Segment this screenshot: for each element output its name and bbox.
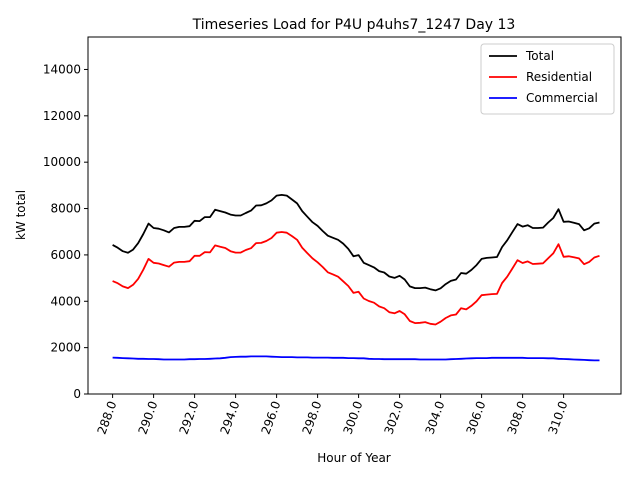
series-line-commercial xyxy=(112,355,600,362)
x-axis-label: Hour of Year xyxy=(317,451,391,465)
y-axis: 0 2000 4000 6000 8000 10000 12000 14000 xyxy=(43,62,88,401)
y-tick-label: 4000 xyxy=(50,294,81,308)
plot-lines xyxy=(112,193,600,362)
y-tick-label: 6000 xyxy=(50,248,81,262)
legend: Total Residential Commercial xyxy=(480,43,615,115)
legend-label-commercial: Commercial xyxy=(526,91,598,105)
legend-box xyxy=(480,43,615,115)
y-tick-label: 0 xyxy=(73,387,81,401)
plot-frame xyxy=(87,36,622,395)
y-tick-label: 8000 xyxy=(50,202,81,216)
chart-title: Timeseries Load for P4U p4uhs7_1247 Day … xyxy=(192,17,516,33)
y-tick-label: 2000 xyxy=(50,341,81,355)
y-axis-label: kW total xyxy=(14,190,28,240)
y-tick-label: 12000 xyxy=(43,109,81,123)
y-tick-label: 10000 xyxy=(43,155,81,169)
series-line-total xyxy=(112,193,600,292)
y-tick-label: 14000 xyxy=(43,62,81,76)
legend-label-total: Total xyxy=(525,49,554,63)
series-line-residential xyxy=(112,231,600,326)
legend-label-residential: Residential xyxy=(526,70,592,84)
